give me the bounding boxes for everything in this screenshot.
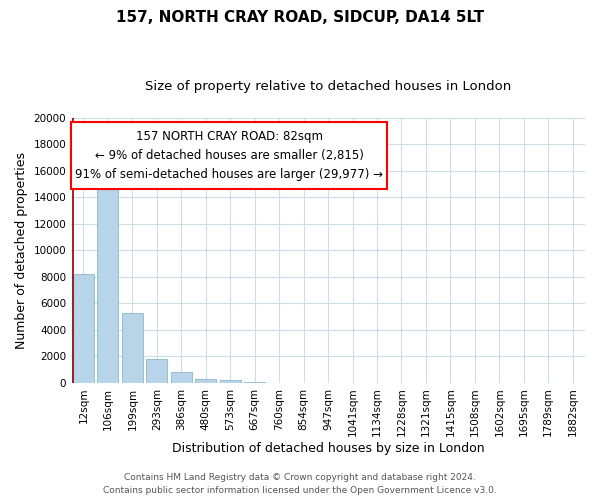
Bar bbox=[171, 372, 191, 383]
Text: 157 NORTH CRAY ROAD: 82sqm: 157 NORTH CRAY ROAD: 82sqm bbox=[136, 130, 323, 143]
Bar bbox=[196, 379, 216, 383]
Bar bbox=[244, 382, 265, 383]
Bar bbox=[73, 274, 94, 383]
Bar bbox=[97, 163, 118, 383]
Text: Contains HM Land Registry data © Crown copyright and database right 2024.
Contai: Contains HM Land Registry data © Crown c… bbox=[103, 474, 497, 495]
Title: Size of property relative to detached houses in London: Size of property relative to detached ho… bbox=[145, 80, 511, 93]
X-axis label: Distribution of detached houses by size in London: Distribution of detached houses by size … bbox=[172, 442, 484, 455]
Bar bbox=[146, 359, 167, 383]
Bar bbox=[220, 380, 241, 383]
Y-axis label: Number of detached properties: Number of detached properties bbox=[15, 152, 28, 349]
Text: 157, NORTH CRAY ROAD, SIDCUP, DA14 5LT: 157, NORTH CRAY ROAD, SIDCUP, DA14 5LT bbox=[116, 10, 484, 25]
Text: 91% of semi-detached houses are larger (29,977) →: 91% of semi-detached houses are larger (… bbox=[75, 168, 383, 180]
Text: ← 9% of detached houses are smaller (2,815): ← 9% of detached houses are smaller (2,8… bbox=[95, 149, 364, 162]
Bar bbox=[122, 312, 143, 383]
FancyBboxPatch shape bbox=[71, 122, 387, 190]
